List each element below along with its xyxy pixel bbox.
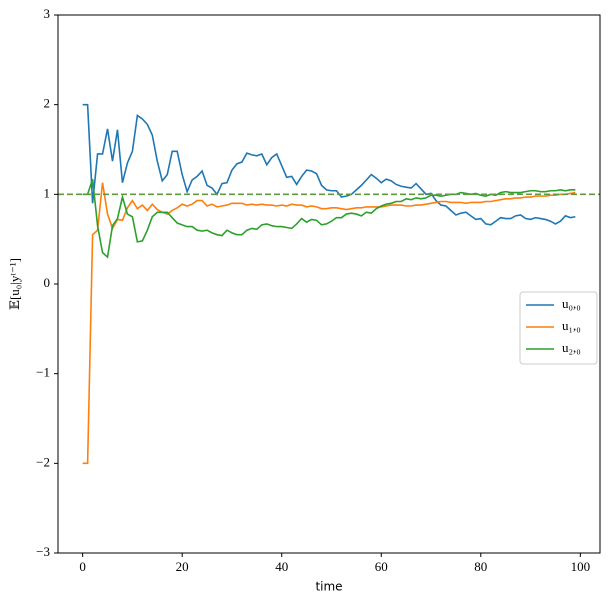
x-tick-label: 40 xyxy=(275,559,288,574)
y-tick-label: 0 xyxy=(44,275,51,290)
legend-label: u₁,₀ xyxy=(562,318,581,333)
y-tick-label: −3 xyxy=(36,544,50,559)
legend-label: u₀,₀ xyxy=(562,296,581,311)
series-line xyxy=(82,103,576,226)
y-axis-label: 𝔼[u₀|yᵗ⁻¹] xyxy=(7,258,22,310)
x-tick-label: 80 xyxy=(474,559,487,574)
plot-frame xyxy=(57,14,601,554)
y-tick-label: −1 xyxy=(36,365,50,380)
x-tick-label: 60 xyxy=(375,559,388,574)
legend-label: u₂,₀ xyxy=(562,340,581,355)
x-tick-label: 100 xyxy=(571,559,591,574)
y-tick-label: 2 xyxy=(44,96,51,111)
x-tick-label: 0 xyxy=(79,559,86,574)
legend-box xyxy=(519,291,598,365)
y-tick-label: −2 xyxy=(36,454,50,469)
x-tick-label: 20 xyxy=(176,559,189,574)
y-tick-label: 3 xyxy=(44,6,51,21)
series-line xyxy=(82,182,576,465)
x-axis-label: time xyxy=(315,580,342,594)
y-tick-label: 1 xyxy=(44,185,51,200)
